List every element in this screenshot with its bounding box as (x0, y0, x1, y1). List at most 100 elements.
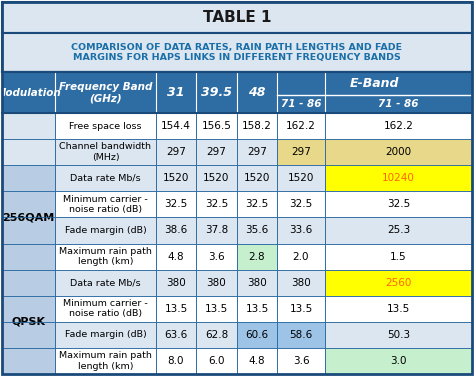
Text: 32.5: 32.5 (205, 199, 228, 209)
Bar (277, 244, 325, 270)
Bar (2, 348, 55, 374)
Text: 154.4: 154.4 (161, 121, 191, 131)
Text: 33.6: 33.6 (289, 226, 313, 235)
Text: 58.6: 58.6 (289, 330, 313, 340)
Text: Minimum carrier -
noise ratio (dB): Minimum carrier - noise ratio (dB) (63, 195, 148, 214)
Bar (156, 139, 196, 165)
Text: 38.6: 38.6 (164, 226, 188, 235)
Bar (237, 72, 277, 113)
Text: 71 - 86: 71 - 86 (281, 99, 321, 109)
Bar (156, 296, 196, 322)
Text: 32.5: 32.5 (289, 199, 313, 209)
Bar (196, 191, 237, 217)
Text: 37.8: 37.8 (205, 226, 228, 235)
Bar (55, 191, 156, 217)
Text: 48: 48 (248, 86, 266, 99)
Bar (196, 244, 237, 270)
Text: 13.5: 13.5 (205, 304, 228, 314)
Text: 380: 380 (247, 277, 267, 288)
Text: Maximum rain path
length (km): Maximum rain path length (km) (59, 351, 152, 371)
Text: 2560: 2560 (385, 277, 412, 288)
Text: 256QAM: 256QAM (2, 212, 55, 222)
Bar (277, 113, 325, 139)
Text: 13.5: 13.5 (164, 304, 188, 314)
Bar (55, 270, 156, 296)
Bar (55, 139, 156, 165)
Text: 13.5: 13.5 (289, 304, 313, 314)
Text: 158.2: 158.2 (242, 121, 272, 131)
Text: TABLE 1: TABLE 1 (203, 10, 271, 25)
Text: Maximum rain path
length (km): Maximum rain path length (km) (59, 247, 152, 266)
Bar (237, 270, 277, 296)
Bar (237, 191, 277, 217)
Bar (156, 348, 196, 374)
Text: 25.3: 25.3 (387, 226, 410, 235)
Text: COMPARISON OF DATA RATES, RAIN PATH LENGTHS AND FADE
MARGINS FOR HAPS LINKS IN D: COMPARISON OF DATA RATES, RAIN PATH LENG… (72, 43, 402, 62)
Bar (196, 72, 237, 113)
Bar (325, 296, 472, 322)
Bar (196, 270, 237, 296)
Text: Free space loss: Free space loss (69, 121, 142, 130)
Bar (156, 165, 196, 191)
Text: 32.5: 32.5 (387, 199, 410, 209)
Bar (55, 296, 156, 322)
Bar (55, 244, 156, 270)
Text: 297: 297 (291, 147, 311, 157)
Text: Data rate Mb/s: Data rate Mb/s (70, 278, 141, 287)
Bar (325, 270, 472, 296)
Text: 297: 297 (247, 147, 267, 157)
Bar (237, 322, 277, 348)
Bar (237, 113, 277, 139)
Bar (55, 322, 156, 348)
Bar (196, 113, 237, 139)
Bar (325, 244, 472, 270)
Bar (237, 165, 277, 191)
Text: 2000: 2000 (385, 147, 411, 157)
Bar (196, 296, 237, 322)
Text: Fade margin (dB): Fade margin (dB) (64, 226, 146, 235)
Bar (277, 296, 325, 322)
Bar (156, 217, 196, 244)
Bar (55, 113, 156, 139)
Bar (325, 95, 472, 113)
Text: 39.5: 39.5 (201, 86, 232, 99)
Bar (325, 191, 472, 217)
Text: 380: 380 (207, 277, 227, 288)
Text: 3.6: 3.6 (208, 252, 225, 262)
Text: 162.2: 162.2 (286, 121, 316, 131)
Text: 31: 31 (167, 86, 185, 99)
Text: 4.8: 4.8 (249, 356, 265, 366)
Bar (156, 244, 196, 270)
Text: 71 - 86: 71 - 86 (378, 99, 419, 109)
Text: 50.3: 50.3 (387, 330, 410, 340)
Text: Fade margin (dB): Fade margin (dB) (64, 331, 146, 340)
Text: 6.0: 6.0 (208, 356, 225, 366)
Bar (325, 348, 472, 374)
Bar (55, 72, 156, 113)
Text: 60.6: 60.6 (246, 330, 269, 340)
Text: Modulation: Modulation (0, 88, 61, 97)
Bar (156, 191, 196, 217)
Bar (196, 139, 237, 165)
Text: 1520: 1520 (244, 173, 270, 183)
Bar (2, 322, 55, 348)
Bar (277, 322, 325, 348)
Bar (277, 139, 325, 165)
Text: 8.0: 8.0 (168, 356, 184, 366)
Bar (55, 217, 156, 244)
Bar (196, 348, 237, 374)
Bar (325, 217, 472, 244)
Bar (2, 139, 55, 165)
Text: E-Band: E-Band (350, 77, 399, 90)
Bar (2, 217, 55, 244)
Text: 156.5: 156.5 (201, 121, 231, 131)
Text: 4.8: 4.8 (168, 252, 184, 262)
Bar (2, 296, 55, 322)
Bar (237, 244, 277, 270)
Text: 297: 297 (207, 147, 227, 157)
Bar (2, 113, 55, 139)
Text: Channel bandwidth
(MHz): Channel bandwidth (MHz) (60, 143, 152, 162)
Text: 2.0: 2.0 (293, 252, 309, 262)
Bar (55, 348, 156, 374)
Text: 32.5: 32.5 (246, 199, 269, 209)
